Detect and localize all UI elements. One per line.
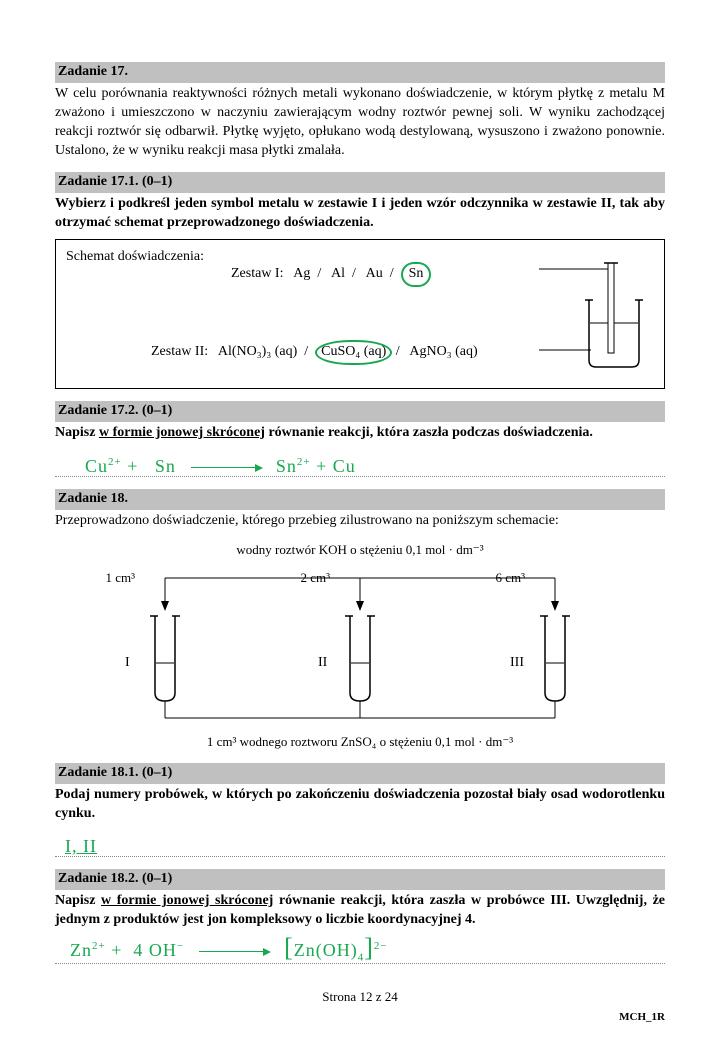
- a172-3: Sn: [155, 456, 176, 476]
- zestaw-2-row: Zestaw II: Al(NO₃)₃ (aq) / CuSO₄ (aq) / …: [151, 340, 478, 365]
- task-17-2-prompt: Napisz w formie jonowej skróconej równan…: [55, 424, 665, 443]
- p182-t1: Napisz: [55, 893, 101, 908]
- beaker-diagram: [539, 255, 654, 375]
- doc-code: MCH_1R: [55, 1010, 665, 1025]
- znso4-caption: 1 cm³ wodnego roztworu ZnSO₄ o stężeniu …: [55, 733, 665, 751]
- a182-2: +: [106, 940, 128, 960]
- a182-6: Zn(OH): [294, 940, 358, 960]
- task-17-header: Zadanie 17.: [55, 62, 665, 83]
- zestaw-1-opt-2: Au: [366, 266, 383, 281]
- answer-line-18-1: I, II: [55, 829, 665, 857]
- a172-6: 2+: [297, 456, 311, 468]
- a172-5: Sn: [276, 456, 297, 476]
- tube-group-3: III: [510, 578, 570, 701]
- zestaw-1-row: Zestaw I: Ag / Al / Au / Sn: [231, 262, 431, 287]
- page-footer: Strona 12 z 24: [55, 988, 665, 1006]
- tube-group-1: I: [125, 578, 180, 701]
- reaction-arrow-icon: [191, 467, 261, 468]
- a172-7: +: [311, 456, 333, 476]
- task-17-2-header: Zadanie 17.2. (0–1): [55, 401, 665, 422]
- answer-17-2: Cu2+ + Sn Sn2+ + Cu: [85, 454, 356, 478]
- vol-2: 2 cm³: [300, 570, 330, 585]
- answer-18-2: Zn2+ + 4 OH− [Zn(OH)4]2−: [70, 930, 388, 965]
- p172-under: w formie jonowej skróconej: [99, 425, 265, 440]
- koh-caption: wodny roztwór KOH o stężeniu 0,1 mol · d…: [55, 541, 665, 559]
- answer-line-17-2: Cu2+ + Sn Sn2+ + Cu: [55, 449, 665, 477]
- task-18-header: Zadanie 18.: [55, 489, 665, 510]
- tube-label-3: III: [510, 655, 524, 670]
- reaction-arrow-icon: [199, 951, 269, 952]
- task-18-2-prompt: Napisz w formie jonowej skróconej równan…: [55, 892, 665, 930]
- task-18-1-prompt: Podaj numery probówek, w których po zako…: [55, 786, 665, 824]
- a182-4: −: [177, 940, 184, 952]
- p172-t2: równanie reakcji, która zaszła podczas d…: [265, 425, 593, 440]
- zestaw-1-opt-3-selected: Sn: [401, 262, 432, 287]
- a182-1: 2+: [92, 940, 106, 952]
- a172-8: Cu: [333, 456, 356, 476]
- tube-group-2: II: [318, 578, 375, 701]
- task-17-body: W celu porównania reaktywności różnych m…: [55, 85, 665, 161]
- a172-2: +: [122, 456, 144, 476]
- answer-18-1: I, II: [65, 834, 97, 858]
- zestaw-2-opt-2: AgNO₃ (aq): [409, 344, 477, 359]
- test-tube-diagram: 1 cm³ 2 cm³ 6 cm³ I II III: [60, 558, 660, 733]
- zestaw-1-label: Zestaw I:: [231, 266, 283, 281]
- p182-under: w formie jonowej skróconej: [101, 893, 273, 908]
- zestaw-2-label: Zestaw II:: [151, 344, 208, 359]
- vol-3: 6 cm³: [495, 570, 525, 585]
- task-18-2-header: Zadanie 18.2. (0–1): [55, 869, 665, 890]
- a172-0: Cu: [85, 456, 108, 476]
- zestaw-1-opt-1: Al: [331, 266, 345, 281]
- zestaw-2-opt-0: Al(NO₃)₃ (aq): [218, 344, 297, 359]
- tube-label-2: II: [318, 655, 328, 670]
- p172-t1: Napisz: [55, 425, 99, 440]
- task-18-body: Przeprowadzono doświadczenie, którego pr…: [55, 512, 665, 531]
- a172-1: 2+: [108, 456, 122, 468]
- a182-9: 2−: [374, 940, 388, 952]
- a182-0: Zn: [70, 940, 92, 960]
- zestaw-2-opt-1-selected: CuSO₄ (aq): [315, 340, 392, 365]
- task-18-1-header: Zadanie 18.1. (0–1): [55, 763, 665, 784]
- zestaw-1-opt-0: Ag: [293, 266, 310, 281]
- experiment-schema-box: Schemat doświadczenia: Zestaw I: Ag / Al…: [55, 239, 665, 389]
- task-17-1-prompt: Wybierz i podkreśl jeden symbol metalu w…: [55, 195, 665, 233]
- answer-line-18-2: Zn2+ + 4 OH− [Zn(OH)4]2−: [55, 936, 665, 964]
- a182-3: 4 OH: [133, 940, 177, 960]
- tube-label-1: I: [125, 655, 130, 670]
- task-17-1-header: Zadanie 17.1. (0–1): [55, 172, 665, 193]
- vol-1: 1 cm³: [105, 570, 135, 585]
